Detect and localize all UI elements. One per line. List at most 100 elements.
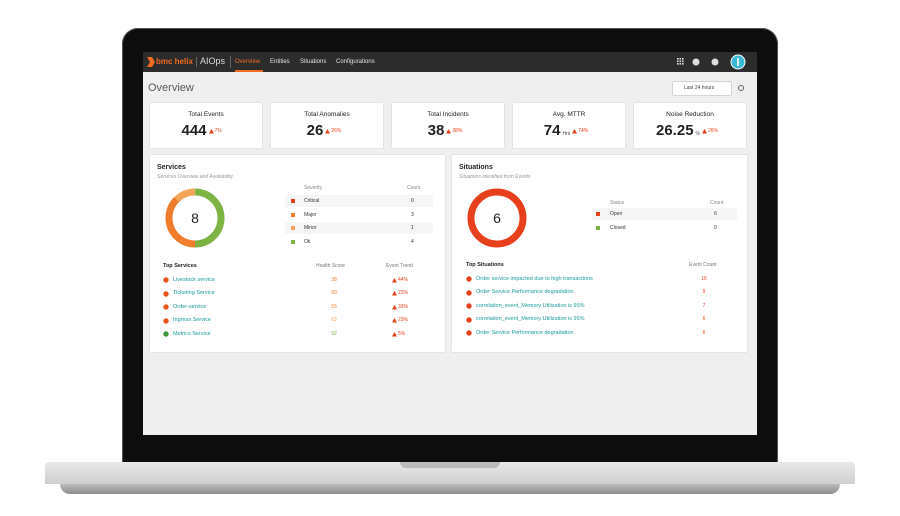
situation-icon-shape [466, 330, 472, 336]
up-arrow-shape [392, 277, 397, 282]
laptop-base-bottom [60, 484, 840, 494]
status-icon [163, 277, 169, 283]
severity-count: 3 [411, 211, 414, 218]
status-icon [163, 290, 169, 297]
situation-icon [466, 316, 472, 323]
service-name[interactable]: Ingress Service [173, 317, 211, 323]
situation-count: 16 [701, 275, 707, 282]
up-arrow [572, 129, 578, 134]
grid-icon-dot [682, 58, 684, 60]
status-icon [163, 317, 169, 324]
donut-segment [165, 188, 225, 248]
up-arrow-shape [208, 129, 214, 134]
status-label: Closed [610, 225, 626, 231]
event-trend: 22% [398, 290, 409, 296]
grid-icon-dot [679, 63, 682, 65]
kpi-unit: % [695, 131, 700, 137]
page-title: Overview [148, 82, 194, 94]
kpi-change: 74% [578, 128, 589, 134]
grid-icon-dot [679, 58, 682, 60]
situation-name[interactable]: Order service impacted due to high trans… [476, 275, 593, 282]
situations-panel: Situations Situations identified from Eve… [452, 155, 747, 352]
donut-segment [467, 188, 527, 248]
status-icon-shape [163, 290, 169, 297]
table-header: Count [710, 200, 724, 206]
top-header: Top Services [163, 263, 197, 269]
situation-name[interactable]: correlation_event_Memory Utilization is … [476, 302, 585, 309]
up-arrow-shape [392, 291, 397, 296]
status-icon-shape [163, 277, 169, 283]
situation-icon [466, 330, 472, 336]
donut-total: 6 [493, 210, 501, 226]
kpi-card: Total Incidents 38 38% [392, 103, 504, 148]
service-name[interactable]: Livestock service [173, 276, 215, 283]
kpi-label: Total Events [188, 111, 224, 118]
panel-subtitle: Situations identified from Events [459, 174, 531, 180]
nav-item[interactable]: Overview [235, 59, 261, 65]
donut-total: 8 [191, 210, 199, 226]
up-arrow [702, 129, 707, 134]
severity-swatch [291, 240, 295, 245]
grid-icon-dot [677, 60, 679, 63]
logo-shape [147, 57, 155, 67]
kpi-change: 26% [331, 128, 342, 134]
health-score: 92 [331, 330, 337, 337]
status-count: 0 [714, 225, 717, 231]
situation-icon [466, 289, 472, 296]
service-name[interactable]: Ticketing Service [173, 290, 215, 296]
kpi-change: 38% [452, 128, 463, 134]
up-arrow [208, 129, 214, 134]
situation-icon-shape [466, 303, 472, 309]
grid-icon-dot [682, 60, 684, 63]
kpi-change: 7% [214, 128, 222, 134]
time-range-label[interactable]: Last 24 hours [684, 85, 715, 91]
severity-label: Critical [304, 198, 320, 204]
laptop-base [45, 462, 855, 484]
situation-count: 6 [702, 316, 706, 322]
service-name[interactable]: Order-service [173, 303, 207, 310]
table-header: Count [407, 185, 421, 191]
nav-item[interactable]: Situations [300, 59, 327, 65]
situation-icon-shape [466, 289, 472, 296]
severity-swatch [291, 199, 295, 203]
table-row-bg [285, 236, 433, 249]
situation-name[interactable]: Order Service Performance degradation [476, 329, 574, 336]
nav-item[interactable]: Entities [270, 59, 290, 65]
divider [230, 56, 231, 68]
situation-name[interactable]: Order Service Performance degradation [476, 289, 574, 295]
health-score: 55 [331, 303, 337, 310]
kpi-value: 444 [181, 122, 207, 139]
kpi-value-row: 26.25% 26% [634, 123, 746, 139]
settings-icon [692, 58, 700, 66]
kpi-unit: Hrs [562, 131, 571, 137]
up-arrow [392, 291, 397, 296]
kpi-change-wrap: 26% [325, 129, 347, 135]
kpi-value: 26 [306, 122, 324, 139]
screen: bmc helix AIOps Overview Entities Situations… [143, 52, 757, 435]
time-range-select[interactable]: Last 24 hours [672, 81, 732, 96]
kpi-card: Total Anomalies 26 26% [271, 103, 383, 148]
kpi-label: Noise Reduction [666, 111, 714, 118]
table-row-bg [285, 208, 433, 221]
status-swatch [596, 226, 600, 230]
status-icon [163, 331, 169, 337]
up-arrow [392, 318, 397, 323]
kpi-card: Avg. MTTR 74 Hrs 74% [513, 103, 625, 148]
refresh-shape [738, 85, 744, 91]
kpi-card: Total Events 444 7% [150, 103, 262, 148]
kpi-value: 26.25 [656, 122, 694, 139]
product: AIOps [200, 56, 226, 66]
top-header: Event Trend [386, 263, 413, 269]
severity-swatch [291, 226, 295, 231]
up-arrow [392, 277, 397, 282]
status-icon-shape [163, 331, 169, 337]
table-header: Severity [304, 185, 323, 191]
services-panel: Services Services Overview and Availabili… [150, 155, 445, 352]
nav-item[interactable]: Configurations [336, 59, 375, 65]
kpi-label: Avg. MTTR [552, 111, 586, 118]
avatar-glyph [737, 58, 739, 66]
service-name[interactable]: Metrics Service [173, 330, 211, 337]
up-arrow-shape [392, 318, 397, 323]
grid-icon-dot [677, 58, 679, 60]
situation-name[interactable]: correlation_event_Memory Utilization is … [476, 316, 585, 322]
